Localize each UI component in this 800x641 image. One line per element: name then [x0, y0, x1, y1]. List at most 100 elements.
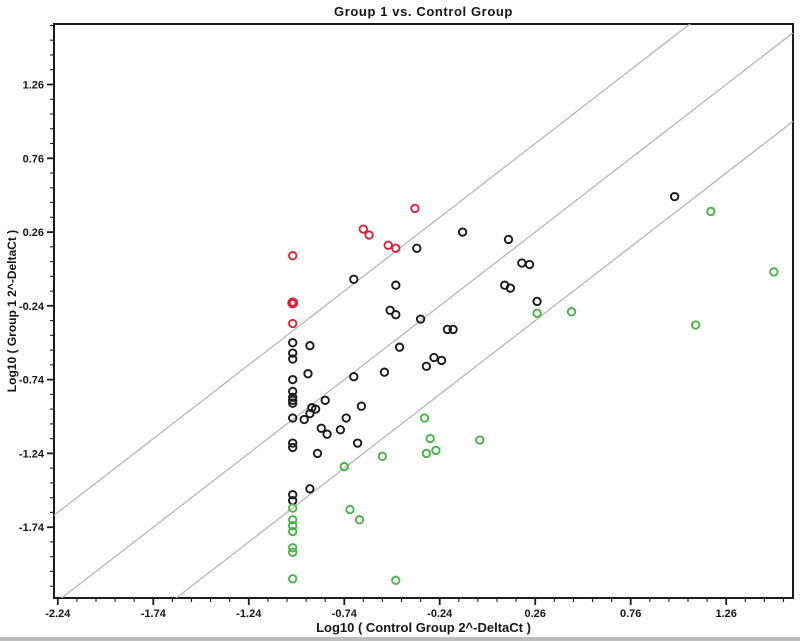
data-point-unchanged [341, 413, 351, 423]
data-point-unchanged [288, 398, 298, 408]
data-point-unchanged [391, 310, 401, 320]
plot-frame [53, 23, 794, 599]
data-point-unchanged [288, 354, 298, 364]
data-point-unchanged [503, 234, 514, 245]
data-point-unchanged [320, 395, 330, 405]
data-point-unchanged [457, 227, 468, 237]
data-point-unchanged [429, 352, 439, 363]
upper-fold-line [54, 24, 691, 516]
data-point-unchanged [391, 280, 401, 290]
data-point-down-regulated [706, 206, 716, 217]
data-point-down-regulated [377, 451, 388, 461]
data-point-unchanged [305, 408, 315, 419]
data-point-unchanged [303, 369, 313, 379]
data-point-down-regulated [532, 308, 542, 318]
data-point-unchanged [394, 342, 405, 352]
y-tick-label: -0.74 [19, 375, 45, 387]
data-point-unchanged [288, 490, 298, 500]
x-tick-label: -0.24 [427, 608, 453, 620]
data-point-unchanged [288, 438, 298, 448]
y-tick-label: -0.24 [19, 301, 45, 313]
y-tick-label: 1.26 [23, 80, 44, 92]
data-point-unchanged [310, 404, 321, 414]
data-point-unchanged [524, 259, 535, 270]
data-point-unchanged [385, 305, 395, 315]
data-point-up-regulated [287, 297, 299, 309]
data-point-down-regulated [288, 515, 298, 525]
data-point-unchanged [421, 361, 432, 371]
x-tick-label: -1.24 [236, 608, 262, 620]
data-point-up-regulated [383, 240, 393, 250]
data-point-down-regulated [288, 526, 298, 537]
y-tick-label: -1.24 [19, 448, 45, 460]
data-point-up-regulated [391, 243, 401, 253]
data-point-unchanged [349, 274, 359, 284]
data-point-down-regulated [339, 462, 349, 472]
data-point-unchanged [288, 374, 298, 385]
data-point-down-regulated [566, 307, 577, 317]
data-point-unchanged [288, 386, 298, 397]
data-point-down-regulated [288, 503, 298, 513]
data-point-unchanged [415, 314, 426, 324]
data-point-up-regulated [358, 224, 368, 234]
data-point-unchanged [448, 324, 458, 335]
figure-bottom-border [0, 637, 800, 641]
x-axis-label: Log10 ( Control Group 2^-DeltaCt ) [316, 620, 531, 635]
data-point-unchanged [505, 283, 516, 293]
data-point-down-regulated [354, 515, 365, 525]
data-point-down-regulated [431, 445, 441, 456]
data-point-down-regulated [421, 448, 432, 459]
data-point-unchanged [322, 429, 332, 439]
data-point-unchanged [316, 423, 326, 433]
y-tick-label: 0.76 [23, 153, 44, 165]
data-point-down-regulated [288, 574, 298, 584]
data-point-up-regulated [410, 203, 420, 214]
data-point-down-regulated [288, 547, 298, 557]
x-tick-label: -1.74 [141, 608, 167, 620]
y-tick-label: 0.26 [23, 227, 44, 239]
data-point-down-regulated [288, 543, 298, 553]
data-point-unchanged [288, 442, 298, 453]
data-point-unchanged [356, 401, 367, 411]
data-point-unchanged [442, 324, 453, 335]
data-point-unchanged [352, 438, 363, 448]
x-tick-label: -0.74 [332, 608, 358, 620]
x-tick-label: -2.24 [45, 608, 71, 620]
data-point-unchanged [349, 372, 359, 382]
data-point-down-regulated [425, 433, 435, 444]
data-point-unchanged [379, 367, 390, 377]
data-point-down-regulated [690, 320, 701, 330]
data-point-unchanged [288, 392, 298, 402]
data-point-up-regulated [288, 251, 298, 261]
y-tick-label: -1.74 [19, 522, 45, 534]
data-point-unchanged [288, 413, 298, 423]
data-point-unchanged [288, 348, 298, 358]
data-point-unchanged [335, 425, 346, 435]
data-point-unchanged [288, 395, 298, 405]
data-point-unchanged [288, 338, 298, 348]
x-tick-label: 1.26 [715, 608, 736, 620]
lower-fold-line [175, 120, 793, 598]
data-point-unchanged [532, 296, 542, 307]
data-point-unchanged [305, 341, 315, 351]
data-point-up-regulated [364, 230, 374, 240]
data-point-unchanged [436, 355, 447, 366]
data-point-unchanged [305, 484, 315, 494]
data-point-down-regulated [288, 521, 298, 531]
data-point-down-regulated [345, 504, 355, 515]
data-point-down-regulated [475, 435, 485, 445]
data-point-down-regulated [391, 575, 401, 585]
y-axis-label: Log10 ( Group 1 2^-DeltaCt ) [5, 229, 19, 393]
chart-title: Group 1 vs. Control Group [334, 4, 513, 19]
data-point-down-regulated [769, 267, 779, 277]
data-point-unchanged [312, 448, 323, 459]
x-tick-label: 0.76 [620, 608, 641, 620]
data-point-unchanged [412, 243, 422, 253]
data-point-down-regulated [419, 413, 430, 423]
x-tick-label: 0.26 [524, 608, 545, 620]
data-point-unchanged [669, 191, 680, 202]
data-point-up-regulated [288, 318, 298, 329]
data-point-unchanged [299, 414, 309, 425]
